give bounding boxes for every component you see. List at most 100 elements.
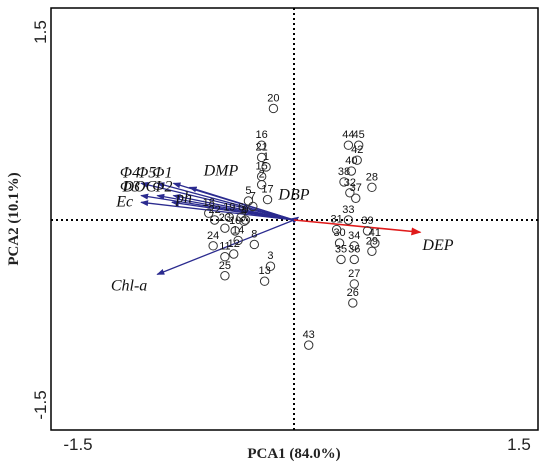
score-label-43: 43 xyxy=(303,329,315,341)
score-point-43 xyxy=(304,340,314,350)
loading-vector-dep xyxy=(293,219,422,236)
loading-label-dmp: DMP xyxy=(203,162,239,179)
score-point-21 xyxy=(256,152,267,163)
loading-vector-phi4 xyxy=(140,181,295,221)
score-point-45 xyxy=(353,140,364,150)
score-point-32 xyxy=(345,188,355,198)
score-point-29 xyxy=(367,246,377,256)
score-label-42: 42 xyxy=(351,144,363,156)
y-tick-top: 1.5 xyxy=(31,20,50,44)
score-point-17 xyxy=(262,194,273,205)
y-axis-title: PCA2 (10.1%) xyxy=(6,172,22,265)
score-point-34 xyxy=(349,241,359,251)
x-tick-left: -1.5 xyxy=(63,435,92,454)
loading-label-phi4: Φ4 xyxy=(120,164,140,181)
score-label-5: 5 xyxy=(245,185,251,197)
score-label-20: 20 xyxy=(267,92,279,104)
score-label-41: 41 xyxy=(369,227,381,239)
loading-vector-phi5 xyxy=(156,182,295,221)
x-axis-title: PCA1 (84.0%) xyxy=(247,446,340,462)
score-label-17: 17 xyxy=(261,184,273,196)
score-label-19: 19 xyxy=(223,201,235,213)
score-label-28: 28 xyxy=(366,171,378,183)
score-label-37: 37 xyxy=(350,182,362,194)
score-label-9: 9 xyxy=(242,204,248,216)
score-label-14: 14 xyxy=(232,224,244,236)
score-point-22 xyxy=(209,215,220,225)
score-point-11 xyxy=(220,252,230,262)
score-label-44: 44 xyxy=(342,129,354,141)
score-point-35 xyxy=(336,254,346,265)
loading-vector-chl-a xyxy=(156,219,295,276)
score-point-14 xyxy=(233,235,243,246)
score-label-2: 2 xyxy=(259,169,265,181)
loading-label-ph: ph xyxy=(175,189,192,206)
score-point-3 xyxy=(265,261,276,271)
score-point-30 xyxy=(334,238,345,248)
score-point-8 xyxy=(249,239,260,250)
score-label-16: 16 xyxy=(256,129,268,141)
score-label-25: 25 xyxy=(219,260,231,272)
score-label-11: 11 xyxy=(219,241,230,253)
score-label-32: 32 xyxy=(344,177,356,189)
score-label-26: 26 xyxy=(347,287,359,299)
score-point-36 xyxy=(349,254,359,265)
loading-label-phi5: Φ5 xyxy=(136,164,156,181)
score-point-15 xyxy=(256,171,267,182)
score-point-7 xyxy=(248,201,258,212)
score-label-4: 4 xyxy=(241,205,247,217)
score-label-13: 13 xyxy=(258,265,270,277)
score-label-10: 10 xyxy=(229,215,241,227)
loading-label-dep: DEP xyxy=(421,237,453,254)
score-label-6: 6 xyxy=(238,201,244,213)
score-label-3: 3 xyxy=(267,250,273,262)
score-point-37 xyxy=(351,193,361,203)
loading-vectors xyxy=(140,181,422,276)
score-label-7: 7 xyxy=(250,190,256,202)
score-label-38: 38 xyxy=(338,166,350,178)
score-point-42 xyxy=(352,155,362,165)
score-point-16 xyxy=(256,140,267,150)
score-point-10 xyxy=(230,226,240,236)
score-point-28 xyxy=(367,182,377,193)
score-label-12: 12 xyxy=(228,238,240,250)
score-point-20 xyxy=(268,103,279,114)
score-point-23 xyxy=(220,223,230,233)
loading-vector-ec xyxy=(140,200,295,221)
loading-vector-ph xyxy=(171,200,295,221)
score-label-29: 29 xyxy=(366,235,378,247)
loading-vector-dmp xyxy=(188,186,295,221)
loading-label-dbp: DBP xyxy=(277,186,309,203)
score-label-31: 31 xyxy=(331,214,343,226)
score-label-40: 40 xyxy=(345,155,357,167)
loading-label-phi2: Φ2 xyxy=(152,179,172,196)
score-point-1 xyxy=(261,162,271,172)
loading-label-phi1: Φ1 xyxy=(152,164,172,181)
x-tick-right: 1.5 xyxy=(507,435,531,454)
score-label-45: 45 xyxy=(353,129,365,141)
score-label-24: 24 xyxy=(207,230,219,242)
score-point-18 xyxy=(204,208,214,218)
score-label-34: 34 xyxy=(348,230,360,242)
score-point-19 xyxy=(224,212,235,222)
loading-vector-phi2 xyxy=(172,193,295,221)
y-tick-bottom: -1.5 xyxy=(31,390,50,419)
loading-label-chl-a: Chl-a xyxy=(111,277,147,294)
score-point-39 xyxy=(362,226,373,236)
score-point-38 xyxy=(339,177,349,187)
score-label-27: 27 xyxy=(348,268,360,280)
loading-label-doc: DOC xyxy=(122,179,157,196)
score-point-31 xyxy=(331,224,342,235)
score-label-36: 36 xyxy=(348,243,360,255)
score-point-12 xyxy=(229,249,239,259)
score-point-6 xyxy=(236,212,246,222)
loading-label-ec: Ec xyxy=(115,193,133,210)
score-point-33 xyxy=(343,215,354,225)
score-label-21: 21 xyxy=(256,141,268,153)
score-label-39: 39 xyxy=(361,215,373,227)
score-label-8: 8 xyxy=(251,228,257,240)
loading-label-phi3: Φ3 xyxy=(120,179,140,196)
